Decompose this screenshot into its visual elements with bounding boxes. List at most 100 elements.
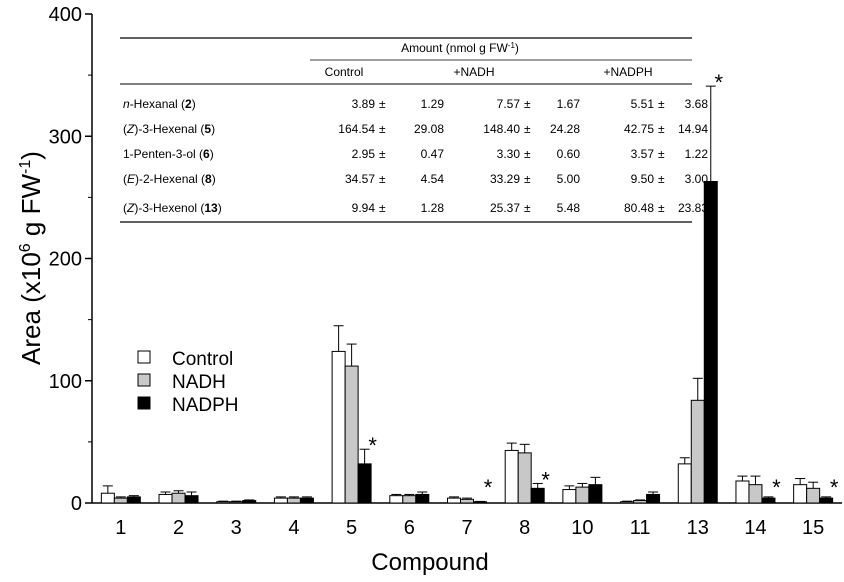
table-cell-mean: 25.37: [490, 201, 520, 215]
legend-label: NADPH: [172, 395, 239, 416]
table-cell-sd: 3.68: [685, 97, 709, 111]
x-tick-label: 8: [519, 517, 530, 539]
table-cell-mean: 3.30: [497, 147, 521, 161]
table-cell-pm: ±: [524, 201, 531, 215]
table-cell-mean: 3.89: [352, 97, 376, 111]
significance-asterisk: *: [714, 70, 723, 95]
table-cell-sd: 0.47: [421, 147, 445, 161]
table-column-header: +NADH: [453, 65, 494, 79]
table-cell-pm: ±: [379, 172, 386, 186]
row-label-part: (: [123, 122, 127, 136]
row-label-italic: Z: [126, 122, 135, 136]
significance-asterisk: *: [772, 475, 781, 500]
bar-nadh-10: [575, 486, 590, 504]
bar-control-10: [562, 489, 577, 504]
table-cell-pm: ±: [379, 201, 386, 215]
bar-nadh-14: [748, 484, 763, 504]
x-tick-label: 13: [687, 517, 709, 539]
significance-asterisk: *: [368, 433, 377, 458]
row-label-part: 1-Penten-3-ol (: [123, 147, 203, 161]
bar-control-6: [389, 495, 404, 504]
table-cell-sd: 24.28: [550, 122, 580, 136]
bar-control-15: [793, 484, 808, 504]
bar-nadh-1: [113, 497, 128, 504]
x-tick-label: 1: [115, 517, 126, 539]
x-tick-label: 3: [231, 517, 242, 539]
bar-nadph-3: [242, 500, 257, 504]
table-cell-sd: 5.48: [557, 201, 581, 215]
bar-nadh-8: [517, 452, 532, 504]
table-cell-mean: 9.94: [352, 201, 376, 215]
table-row-label: (E)-2-Hexenal (8): [123, 172, 216, 186]
row-label-part: )-3-Hexenal (: [134, 122, 204, 136]
row-label-part: ): [210, 147, 214, 161]
x-tick-label: 6: [404, 517, 415, 539]
bar-control-8: [504, 449, 519, 504]
bar-control-3: [216, 501, 231, 504]
table-header-sup: -1: [508, 41, 516, 50]
table-cell-pm: ±: [524, 122, 531, 136]
x-tick-label: 11: [630, 517, 651, 539]
x-tick-label: 5: [346, 517, 357, 539]
x-tick-label: 14: [744, 517, 766, 539]
row-label-part: ): [212, 172, 216, 186]
table-column-header: Control: [325, 65, 364, 79]
x-tick-label: 10: [571, 517, 593, 539]
table-cell-sd: 23.83: [678, 201, 708, 215]
row-label-number: 5: [204, 122, 211, 136]
bar-control-2: [158, 493, 173, 504]
y-tick-label: 400: [49, 4, 82, 26]
bar-control-11: [620, 501, 635, 504]
bar-nadph-5: [357, 463, 372, 504]
row-label-italic: n: [123, 97, 130, 111]
table-cell-sd: 29.08: [414, 122, 444, 136]
table-cell-mean: 80.48: [624, 201, 654, 215]
table-cell-pm: ±: [524, 147, 531, 161]
table-cell-mean: 2.95: [352, 147, 376, 161]
table-row-label: n-Hexanal (2): [123, 97, 196, 111]
legend-label: NADH: [172, 372, 226, 393]
y-tick-label: 0: [71, 493, 82, 515]
bar-nadph-4: [299, 497, 314, 504]
y-axis-label-end: ): [16, 151, 46, 160]
table-cell-sd: 14.94: [678, 122, 708, 136]
table-cell-mean: 7.57: [497, 97, 521, 111]
table-cell-sd: 1.67: [557, 97, 581, 111]
bar-control-14: [735, 480, 750, 504]
bar-nadph-11: [646, 493, 661, 504]
table-row-label: (Z)-3-Hexenol (13): [123, 201, 222, 215]
table-cell-mean: 33.29: [490, 172, 520, 186]
bar-control-13: [677, 463, 692, 504]
legend-label: Control: [172, 349, 233, 370]
y-axis-label-main: Area (x10: [16, 252, 46, 365]
bar-nadph-13: [703, 180, 718, 504]
table-cell-sd: 1.29: [421, 97, 445, 111]
significance-asterisk: *: [830, 475, 839, 500]
row-label-part: ): [192, 97, 196, 111]
bar-nadh-6: [402, 495, 417, 504]
row-label-number: 2: [185, 97, 192, 111]
table-cell-sd: 1.28: [421, 201, 445, 215]
bar-nadh-7: [460, 498, 474, 504]
table-cell-sd: 5.00: [557, 172, 581, 186]
row-label-part: ): [218, 201, 222, 215]
row-label-part: -Hexanal (: [130, 97, 185, 111]
table-cell-pm: ±: [379, 147, 386, 161]
y-axis-label-sup: -1: [17, 160, 34, 174]
bar-nadph-6: [415, 493, 430, 504]
row-label-part: (: [123, 172, 127, 186]
row-label-part: ): [211, 122, 215, 136]
y-axis-label-mid: g FW: [16, 174, 46, 244]
x-tick-label: 15: [802, 517, 824, 539]
row-label-number: 6: [203, 147, 210, 161]
row-label-part: )-3-Hexenol (: [134, 201, 204, 215]
x-axis-label: Compound: [371, 549, 488, 576]
x-tick-label: 4: [288, 517, 299, 539]
table-cell-mean: 148.40: [483, 122, 520, 136]
significance-asterisk: *: [541, 467, 550, 492]
table-cell-pm: ±: [658, 147, 665, 161]
bar-nadh-4: [286, 497, 301, 504]
bar-nadph-1: [126, 496, 141, 504]
